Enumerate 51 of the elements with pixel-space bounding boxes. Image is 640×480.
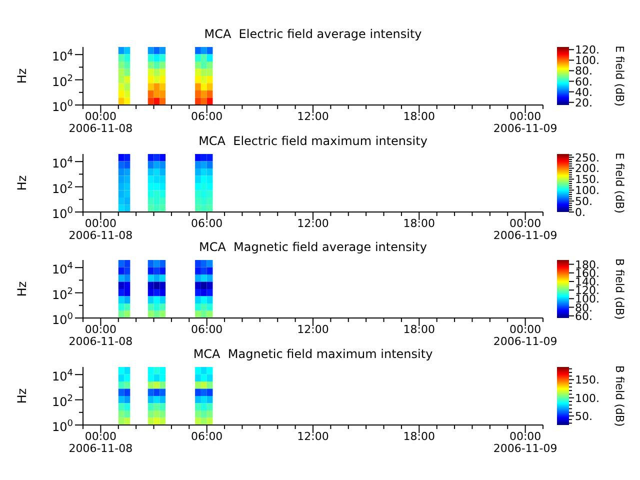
x-tick-label: 12:00 — [297, 110, 329, 123]
color-bar-label: 150. — [575, 172, 600, 186]
x-tick-label: 00:00 2006-11-09 — [493, 430, 558, 454]
y-tick-label: 10$^{4}$ — [52, 155, 74, 170]
color-bar-title: E field (dB) — [613, 152, 626, 213]
x-tick-label: 12:00 — [297, 430, 329, 442]
color-bar-label: 50. — [575, 409, 592, 422]
y-tick-label: 10$^{2}$ — [52, 74, 73, 89]
y-axis-title: Hz — [15, 388, 29, 404]
chart-title: MCA Magnetic field maximum intensity — [192, 346, 434, 360]
x-tick-label: 00:00 2006-11-09 — [493, 216, 558, 242]
y-tick-label: 10$^{4}$ — [52, 262, 74, 277]
color-bar-label: 100. — [575, 54, 600, 68]
color-bar-label: 80. — [575, 64, 592, 78]
chart-title: MCA Electric field average intensity — [203, 27, 423, 41]
color-bar-label: 100. — [575, 391, 600, 404]
color-bar-label: 40. — [575, 86, 592, 99]
y-axis-title: Hz — [15, 68, 29, 84]
color-bar-label: 50. — [575, 194, 592, 208]
x-tick-label: 18:00 — [403, 216, 436, 230]
x-tick-label: 00:00 2006-11-09 — [493, 110, 558, 135]
color-bar-label: 100. — [575, 184, 600, 197]
color-bar-label: 120. — [575, 44, 600, 57]
color-bar-label: 250. — [575, 150, 600, 164]
color-bar-label: 0. — [575, 206, 586, 218]
chart-title: MCA Magnetic field average intensity — [198, 240, 428, 254]
y-tick-label: 10$^{4}$ — [52, 368, 74, 384]
y-tick-label: 10$^{2}$ — [52, 286, 73, 302]
y-axis-title: Hz — [15, 174, 29, 190]
color-bar-label: 200. — [575, 162, 600, 175]
x-tick-label: 18:00 — [403, 323, 436, 336]
y-axis-title: Hz — [15, 281, 29, 297]
color-bar-title: B field (dB) — [613, 364, 626, 426]
y-tick-label: 10$^{2}$ — [52, 180, 73, 196]
color-bar-title: B field (dB) — [613, 258, 626, 320]
color-bar-title: E field (dB) — [613, 46, 626, 106]
x-tick-label: 06:00 — [190, 110, 223, 123]
y-tick-label: 10$^{2}$ — [52, 393, 73, 408]
x-tick-label: 18:00 — [403, 110, 436, 123]
color-bar-label: 60. — [575, 75, 592, 88]
color-bar-label: 150. — [575, 373, 600, 386]
x-tick-label: 18:00 — [403, 430, 436, 442]
x-tick-label: 06:00 — [190, 216, 223, 230]
x-tick-label: 12:00 — [297, 323, 329, 336]
x-tick-label: 06:00 — [190, 323, 223, 336]
color-bar-label: 20. — [575, 96, 592, 110]
x-tick-label: 06:00 — [190, 430, 223, 442]
y-tick-label: 10$^{4}$ — [52, 48, 74, 64]
x-tick-label: 00:00 2006-11-09 — [493, 323, 558, 348]
chart-title: MCA Electric field maximum intensity — [198, 134, 428, 148]
x-tick-label: 12:00 — [297, 216, 329, 230]
